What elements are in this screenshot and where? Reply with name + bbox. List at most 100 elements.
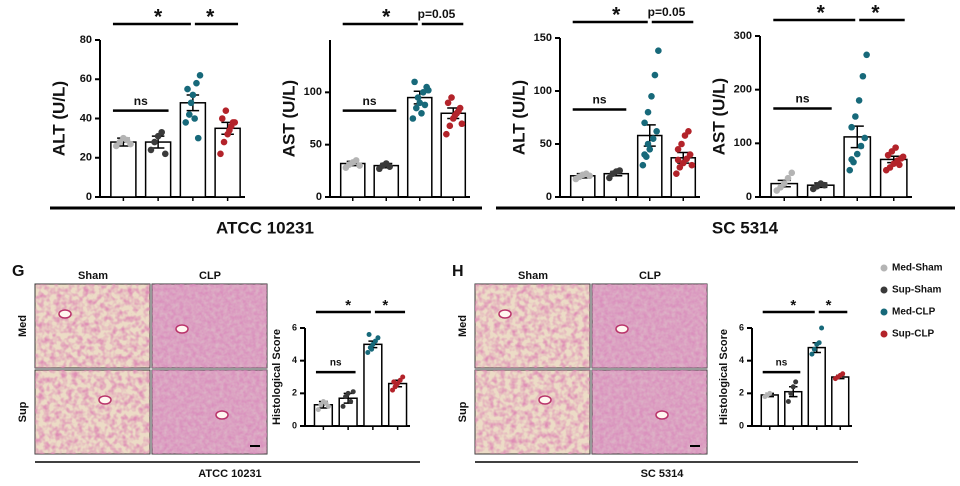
data-point [644,140,652,148]
data-point [644,108,652,116]
y-tick-label: 200 [734,84,752,96]
data-point [784,174,792,182]
data-point [819,325,825,331]
row-label: Med [457,315,469,337]
legend-label: Med-CLP [892,307,936,318]
tissue-texture [592,284,707,368]
data-point [651,71,659,79]
column-label: Sham [518,270,548,282]
vessel [498,309,512,319]
bar [363,343,383,427]
data-point [348,399,354,404]
data-point [182,119,190,126]
tissue-texture [475,370,590,454]
data-point [184,85,191,93]
tissue-texture [35,284,150,368]
data-point [641,151,648,158]
y-tick-label: 0 [292,420,297,430]
tissue-texture [152,370,267,454]
vessel [175,324,189,334]
y-tick-label: 60 [80,73,92,85]
data-point [639,161,647,169]
y-tick-label: 6 [292,322,297,332]
data-point [151,138,158,146]
row-label: Sup [457,401,469,422]
significance-label: * [154,6,163,29]
data-point [455,107,462,115]
y-tick-label: 100 [734,137,752,149]
significance-label: * [206,6,215,29]
vessel [655,410,669,420]
column-label: Sham [78,270,108,282]
data-point [448,94,455,101]
data-point [386,163,393,170]
data-point [859,72,867,80]
data-point [767,390,773,396]
data-point [821,181,828,189]
data-point [345,390,351,396]
data-point [226,126,233,134]
y-tick-label: 50 [310,139,322,151]
y-tick-label: 150 [534,32,552,44]
data-point [340,403,346,409]
data-point [678,140,685,148]
data-point [444,99,452,107]
data-point [674,156,682,164]
vessel [538,395,552,405]
column-label: CLP [639,270,661,282]
data-point [186,111,193,118]
significance-label: * [382,6,391,29]
legend-label: Sup-CLP [892,329,935,340]
data-point [446,122,454,130]
significance-label: * [871,2,880,25]
data-point [853,150,861,158]
data-point [780,180,788,187]
data-point [809,351,815,357]
significance-label: * [826,297,832,314]
legend-marker [880,330,888,338]
data-point [421,101,429,109]
panel-label: ATCC 10231 [198,468,261,480]
data-point [369,346,375,352]
data-point [425,86,432,94]
data-point [646,146,654,153]
data-point [409,115,417,122]
vessel [615,324,629,334]
data-point [158,128,165,136]
column-label: CLP [199,270,221,282]
significance-label: ns [134,94,148,108]
bar [110,141,137,198]
significance-label: ns [362,94,376,108]
legend-marker [880,264,888,272]
data-point [352,157,360,164]
significance-label: p=0.05 [418,7,456,21]
legend-label: Sup-Sham [892,285,942,296]
data-point [790,384,796,390]
data-point [852,113,859,120]
data-point [375,335,381,341]
legend-label: Med-Sham [892,263,943,274]
data-point [811,346,817,352]
row-label: Med [17,315,29,337]
data-point [356,162,363,169]
data-point [229,119,237,126]
data-point [848,156,855,163]
data-point [194,134,202,142]
y-axis-label: AST (U/L) [279,80,298,157]
data-point [846,166,854,174]
y-tick-label: 0 [86,191,92,203]
legend-marker [880,308,888,316]
significance-label: p=0.05 [648,5,686,19]
data-point [673,170,680,177]
data-point [220,138,228,146]
data-point [861,134,869,142]
tissue-texture [35,370,150,454]
y-tick-label: 50 [540,138,552,150]
data-point [785,399,791,404]
data-point [674,146,682,153]
tissue-texture [152,284,267,368]
data-point [350,389,356,395]
significance-label: * [817,2,826,25]
data-point [218,115,226,122]
